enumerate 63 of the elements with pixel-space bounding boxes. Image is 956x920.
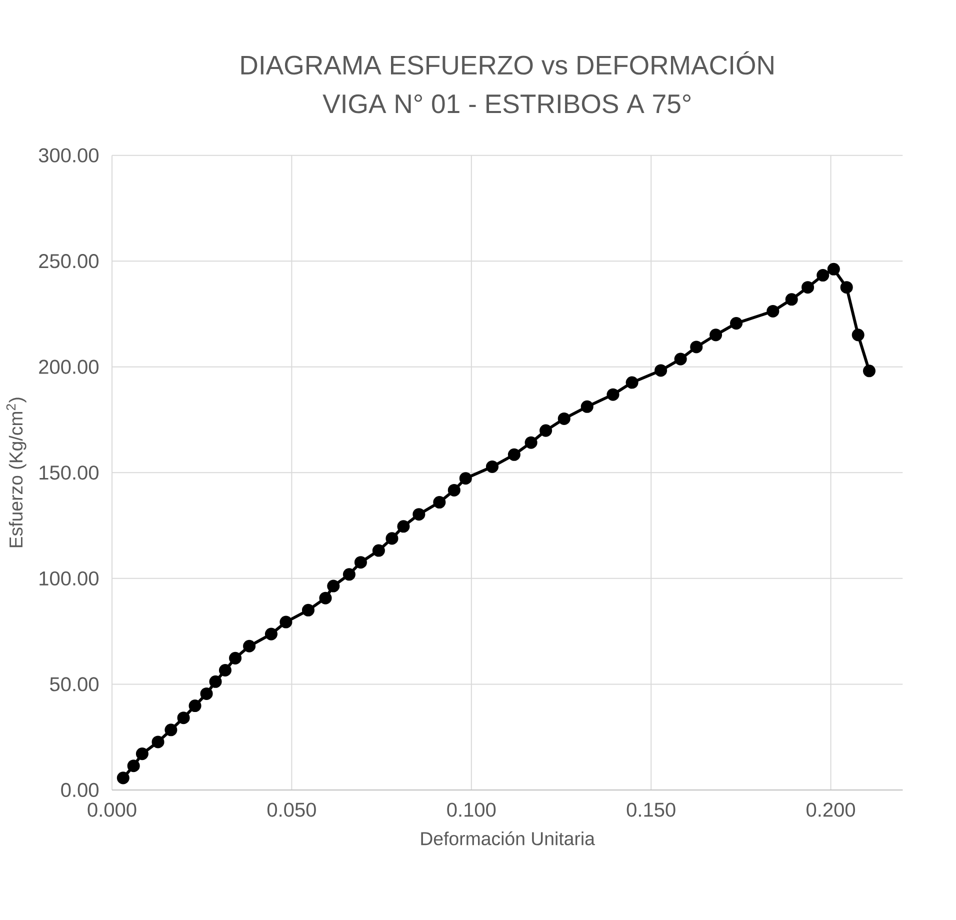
point bbox=[264, 628, 278, 640]
point bbox=[209, 675, 222, 688]
point bbox=[164, 724, 178, 736]
point bbox=[386, 532, 398, 545]
y-tick-label: 200.00 bbox=[39, 360, 98, 374]
x-tick-label: 0.150 bbox=[626, 802, 676, 817]
point bbox=[816, 269, 830, 282]
point bbox=[802, 281, 814, 294]
point bbox=[766, 304, 780, 318]
point bbox=[152, 736, 164, 748]
point bbox=[177, 712, 190, 724]
point bbox=[459, 472, 472, 485]
y-tick-label: 300.00 bbox=[38, 148, 98, 162]
x-tick-label: 0.050 bbox=[267, 802, 316, 817]
chart-title: DIAGRAMA ESFUERZO vs DEFORMACIÓN bbox=[241, 51, 774, 75]
point bbox=[710, 328, 722, 342]
y-tick-label: 250.00 bbox=[39, 254, 98, 268]
point bbox=[654, 364, 668, 377]
point bbox=[852, 328, 864, 342]
x-tick-label: 0.000 bbox=[88, 802, 136, 817]
point bbox=[674, 352, 687, 366]
x-axis-title: Deformación Unitaria bbox=[421, 831, 595, 846]
point bbox=[558, 412, 570, 425]
point bbox=[412, 508, 426, 521]
point bbox=[730, 317, 743, 330]
point bbox=[862, 364, 876, 378]
chart-subtitle: VIGA N° 01 - ESTRIBOS A 75° bbox=[322, 94, 690, 114]
point bbox=[690, 340, 703, 354]
point bbox=[218, 664, 232, 677]
point bbox=[188, 700, 202, 712]
point bbox=[486, 460, 499, 473]
point bbox=[827, 262, 840, 276]
point bbox=[280, 616, 292, 628]
point bbox=[433, 496, 446, 509]
point bbox=[540, 424, 552, 437]
point bbox=[327, 580, 340, 592]
point bbox=[524, 436, 538, 449]
point bbox=[319, 592, 332, 604]
point bbox=[229, 652, 242, 664]
point bbox=[116, 772, 130, 784]
point bbox=[302, 604, 314, 616]
point bbox=[243, 640, 256, 652]
point bbox=[626, 376, 638, 389]
x-tick-label: 0.100 bbox=[447, 802, 496, 817]
y-axis-title: Esfuerzo (Kg/cm$^{2}$) bbox=[6, 398, 26, 548]
y-tick-label: 0.00 bbox=[61, 782, 98, 798]
point bbox=[354, 556, 367, 569]
point bbox=[397, 520, 410, 533]
point bbox=[580, 400, 594, 413]
point bbox=[606, 388, 620, 401]
point bbox=[200, 687, 213, 700]
point bbox=[840, 281, 853, 294]
point bbox=[342, 568, 356, 581]
point bbox=[136, 748, 148, 760]
y-tick-label: 150.00 bbox=[40, 466, 98, 480]
point bbox=[785, 293, 798, 306]
y-tick-label: 100.00 bbox=[40, 571, 98, 586]
point bbox=[448, 484, 460, 496]
point bbox=[127, 760, 140, 772]
x-tick-label: 0.200 bbox=[806, 802, 856, 817]
point bbox=[508, 448, 520, 461]
point bbox=[372, 544, 385, 557]
y-tick-label: 50.00 bbox=[50, 677, 98, 692]
